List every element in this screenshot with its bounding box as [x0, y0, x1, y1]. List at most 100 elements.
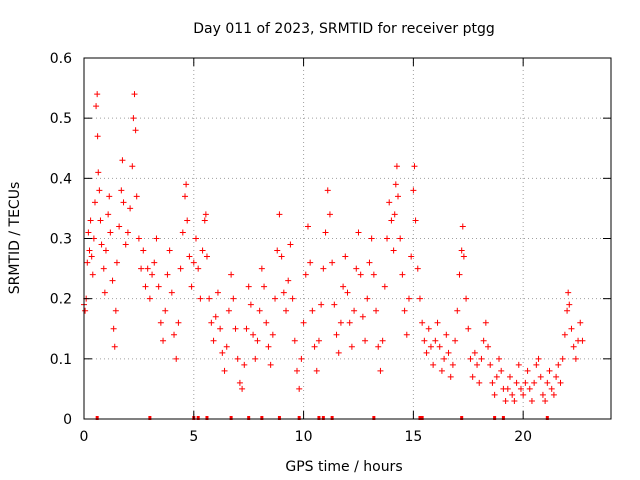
- bottom-markers: [95, 416, 549, 420]
- grid-lines: [84, 58, 611, 419]
- data-point: [89, 271, 96, 278]
- data-point: [300, 319, 307, 326]
- data-point: [368, 235, 375, 242]
- data-point: [84, 259, 91, 266]
- data-point: [105, 211, 112, 218]
- data-point: [379, 337, 386, 344]
- data-point: [423, 349, 430, 356]
- bottom-marker: [460, 416, 464, 420]
- data-point: [467, 355, 474, 362]
- data-point: [320, 265, 327, 272]
- data-point: [230, 295, 237, 302]
- data-point: [318, 301, 325, 308]
- data-point: [88, 253, 95, 260]
- data-point: [403, 331, 410, 338]
- data-point: [210, 337, 217, 344]
- data-point: [239, 385, 246, 392]
- data-point: [197, 295, 204, 302]
- data-point: [572, 355, 579, 362]
- data-point: [127, 205, 134, 212]
- data-point: [460, 253, 467, 260]
- data-point: [454, 307, 461, 314]
- data-point: [214, 289, 221, 296]
- data-point: [386, 199, 393, 206]
- data-point: [469, 373, 476, 380]
- data-point: [311, 343, 318, 350]
- x-tick-label: 5: [189, 429, 198, 445]
- data-point: [188, 283, 195, 290]
- data-point: [179, 229, 186, 236]
- bottom-marker: [277, 416, 281, 420]
- data-point: [498, 367, 505, 374]
- data-point: [245, 283, 252, 290]
- data-point: [206, 295, 213, 302]
- data-point: [333, 331, 340, 338]
- data-point: [465, 325, 472, 332]
- data-point: [459, 223, 466, 230]
- data-point: [219, 349, 226, 356]
- y-tick-label: 0.1: [50, 352, 72, 368]
- data-point: [487, 361, 494, 368]
- data-point: [225, 307, 232, 314]
- data-point: [346, 319, 353, 326]
- data-point: [142, 283, 149, 290]
- data-point: [160, 337, 167, 344]
- bottom-marker: [196, 416, 200, 420]
- data-point: [221, 367, 228, 374]
- data-points: [81, 91, 586, 404]
- data-point: [355, 229, 362, 236]
- data-point: [258, 265, 265, 272]
- data-point: [234, 355, 241, 362]
- x-axis-label: GPS time / hours: [285, 459, 402, 475]
- data-point: [515, 361, 522, 368]
- y-tick-label: 0.4: [50, 171, 72, 187]
- bottom-marker: [148, 416, 152, 420]
- data-point: [528, 397, 535, 404]
- data-point: [110, 325, 117, 332]
- y-tick-label: 0: [63, 412, 72, 428]
- data-point: [247, 301, 254, 308]
- data-point: [566, 301, 573, 308]
- data-point: [236, 379, 243, 386]
- data-point: [302, 271, 309, 278]
- data-point: [96, 187, 103, 194]
- bottom-marker: [501, 416, 505, 420]
- data-point: [509, 391, 516, 398]
- data-point: [202, 211, 209, 218]
- data-point: [100, 265, 107, 272]
- data-point: [546, 367, 553, 374]
- data-point: [85, 229, 92, 236]
- data-point: [401, 307, 408, 314]
- bottom-marker: [95, 416, 99, 420]
- data-point: [130, 115, 137, 122]
- data-point: [522, 379, 529, 386]
- y-tick-label: 0.5: [50, 111, 72, 127]
- data-point: [485, 343, 492, 350]
- data-point: [146, 295, 153, 302]
- data-point: [377, 367, 384, 374]
- data-point: [537, 373, 544, 380]
- data-point: [280, 289, 287, 296]
- data-point: [97, 217, 104, 224]
- data-point: [533, 361, 540, 368]
- data-point: [449, 361, 456, 368]
- bottom-marker: [205, 416, 209, 420]
- data-point: [94, 133, 101, 140]
- data-point: [375, 343, 382, 350]
- data-point: [489, 379, 496, 386]
- data-point: [555, 361, 562, 368]
- data-point: [190, 259, 197, 266]
- data-point: [565, 289, 572, 296]
- data-point: [421, 337, 428, 344]
- data-point: [342, 253, 349, 260]
- data-point: [452, 337, 459, 344]
- data-point: [267, 361, 274, 368]
- bottom-marker: [420, 416, 424, 420]
- data-point: [166, 247, 173, 254]
- data-point: [458, 247, 465, 254]
- data-point: [296, 385, 303, 392]
- data-point: [445, 349, 452, 356]
- data-point: [285, 277, 292, 284]
- data-point: [86, 247, 93, 254]
- data-point: [456, 271, 463, 278]
